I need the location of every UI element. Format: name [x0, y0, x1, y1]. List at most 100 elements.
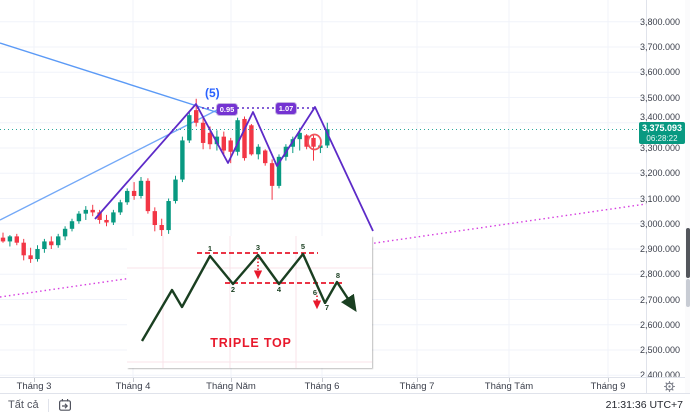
scrollbar-thumb[interactable]: [685, 228, 690, 278]
trend-lines[interactable]: [0, 42, 646, 298]
pattern-point-number: 6: [313, 288, 317, 297]
candle: [104, 214, 109, 227]
candle: [56, 233, 61, 248]
elliott-wave-5-label[interactable]: (5): [205, 86, 220, 100]
time-tick-label: Tháng 9: [590, 381, 626, 392]
price-tick-label: 2,800.000: [639, 269, 680, 280]
price-line-and-highlight: [0, 103, 646, 232]
candle: [14, 233, 19, 246]
candle: [145, 178, 151, 214]
candle: [0, 232, 6, 243]
candle: [166, 198, 171, 234]
candle: [173, 175, 178, 204]
candle: [97, 209, 102, 224]
candle: [159, 218, 164, 238]
candle: [200, 116, 206, 150]
candle: [125, 188, 130, 205]
ratio-badge-107[interactable]: 1.07: [276, 103, 296, 114]
candle: [42, 238, 47, 253]
candle: [28, 247, 33, 263]
price-tick-label: 3,700.000: [639, 42, 680, 52]
ratio-badge-095[interactable]: 0.95: [217, 104, 237, 115]
time-tick-mark: [34, 378, 35, 382]
time-tick-mark: [608, 378, 609, 382]
candle: [221, 131, 226, 155]
price-tick-label: 2,700.000: [639, 294, 680, 305]
candle: [311, 135, 316, 161]
pattern-point-number: 4: [277, 285, 282, 294]
pattern-point-number: 2: [231, 285, 235, 294]
time-tick-mark: [417, 378, 418, 382]
candle: [194, 98, 199, 127]
price-tick-label: 3,500.000: [639, 92, 680, 103]
clock-timezone-button[interactable]: 21:31:36 UTC+7: [605, 399, 683, 411]
pattern-point-number: 3: [256, 243, 260, 252]
price-tick-label: 3,100.000: [639, 193, 680, 204]
time-tick-mark: [231, 378, 232, 382]
blue-trendline[interactable]: [0, 42, 220, 114]
blue-trendline[interactable]: [0, 108, 220, 221]
magenta-dotted-trendline[interactable]: [0, 203, 646, 298]
candle: [242, 116, 247, 161]
price-tick-label: 3,800.000: [639, 16, 680, 27]
scrollbar-thumb-secondary[interactable]: [685, 279, 690, 307]
candle: [235, 117, 240, 156]
candle: [69, 218, 75, 232]
pattern-point-number: 1: [208, 244, 212, 253]
time-tick-label: Tháng Tám: [484, 381, 534, 392]
chart-canvas[interactable]: 1 2 3 4 5 67 8 TRIPLE TOP: [0, 0, 646, 377]
candle: [7, 235, 13, 247]
candle: [111, 209, 116, 226]
candle: [256, 144, 261, 160]
candle: [138, 177, 144, 199]
axis-corner: [646, 377, 690, 394]
price-tick-label: 2,500.000: [639, 345, 680, 355]
candle: [263, 149, 268, 166]
pattern-zigzag: [140, 252, 357, 342]
time-tick-label: Tháng 3: [16, 381, 52, 392]
candle: [118, 199, 123, 215]
candle: [35, 245, 40, 262]
time-tick-label: Tháng 4: [115, 381, 151, 392]
time-tick-mark: [322, 378, 323, 382]
price-tick-label: 3,000.000: [639, 218, 680, 229]
candle: [269, 159, 275, 200]
candle: [49, 236, 54, 249]
time-tick-label: Tháng 7: [399, 381, 435, 392]
price-tick-label: 3,400.000: [639, 112, 680, 122]
candle: [187, 111, 192, 143]
candle: [152, 207, 157, 232]
price-tick-label: 2,400.000: [639, 370, 680, 381]
candle: [304, 134, 309, 150]
pattern-image-background: [127, 236, 372, 368]
current-price-tag: 3,375.093 06:28:22: [639, 122, 685, 144]
pattern-point-number: 8: [336, 271, 340, 280]
time-axis[interactable]: Tháng 3 Tháng 4 Tháng Năm Tháng 6 Tháng 7 Thá…: [0, 377, 646, 394]
current-price-value: 3,375.093: [641, 123, 683, 133]
price-tick-label: 2,600.000: [639, 319, 680, 330]
scrollbar-track: [685, 0, 690, 393]
candle: [62, 226, 68, 241]
price-axis[interactable]: 3,800.000 3,700.000 3,600.000 3,500.000 3,40…: [640, 0, 687, 380]
purple-wave-zigzag[interactable]: [94, 103, 374, 232]
pattern-point-number: 5: [301, 242, 305, 251]
time-tick-mark: [509, 378, 510, 382]
go-to-date-icon[interactable]: [58, 398, 72, 412]
candle: [276, 154, 282, 189]
price-tick-label: 2,900.000: [639, 244, 680, 254]
time-tick-label: Tháng Năm: [206, 381, 256, 392]
range-all-button[interactable]: Tất cả: [8, 399, 39, 411]
price-tick-label: 3,200.000: [639, 168, 680, 179]
gear-icon[interactable]: [663, 380, 676, 393]
footer-bar: Tất cả 21:31:36 UTC+7: [0, 393, 690, 415]
entry-highlight-circle[interactable]: [307, 133, 322, 151]
candle: [180, 136, 185, 183]
time-tick-mark: [133, 378, 134, 382]
pattern-title: TRIPLE TOP: [210, 336, 291, 350]
triple-top-schematic[interactable]: 1 2 3 4 5 67 8 TRIPLE TOP: [127, 236, 372, 368]
footer-separator: [47, 398, 49, 412]
price-tick-label: 3,600.000: [639, 67, 680, 78]
candle: [214, 130, 220, 151]
price-tick-label: 3,300.000: [639, 143, 680, 153]
